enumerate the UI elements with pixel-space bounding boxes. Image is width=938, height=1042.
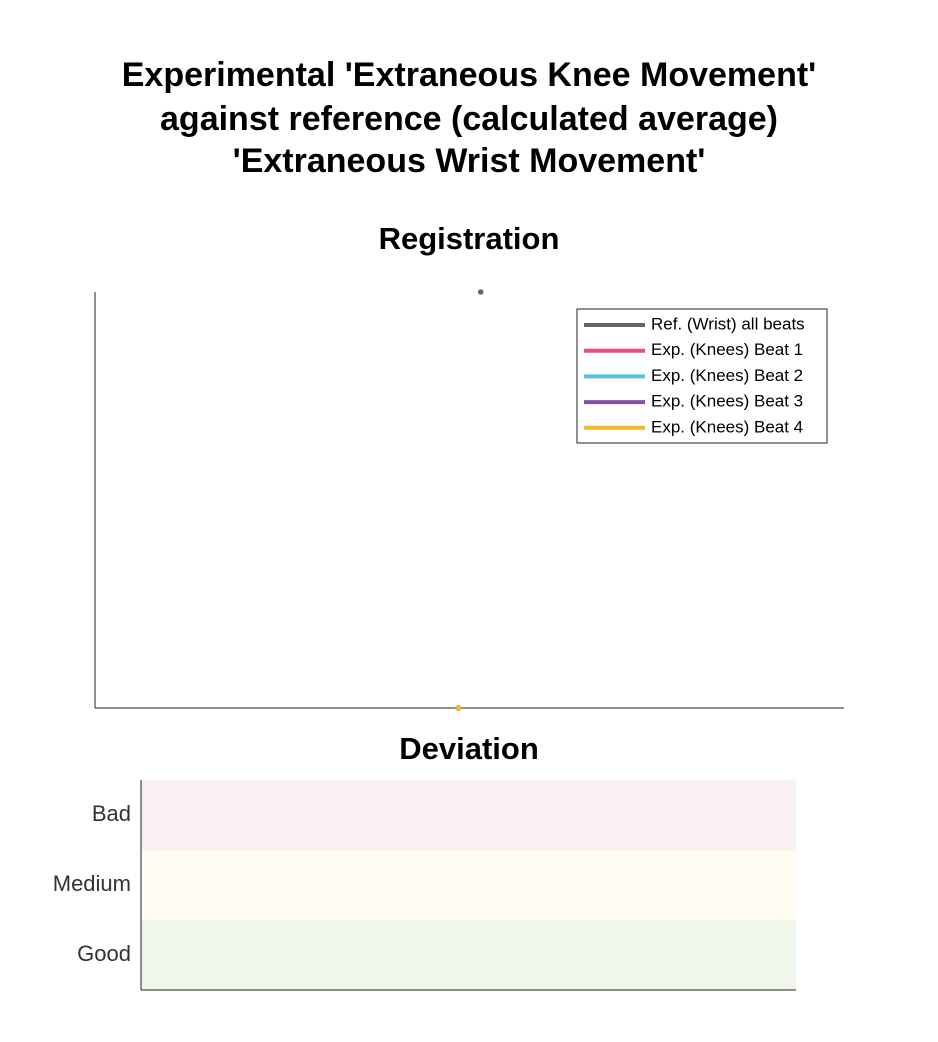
point: [455, 705, 462, 711]
legend-label: Exp. (Knees) Beat 1: [651, 340, 803, 359]
band: [141, 780, 796, 850]
legend-label: Exp. (Knees) Beat 2: [651, 366, 803, 385]
axes-title: Registration: [379, 221, 560, 256]
category-label: Bad: [92, 801, 131, 826]
figure-title: against reference (calculated average): [160, 100, 778, 138]
legend-label: Exp. (Knees) Beat 3: [651, 392, 803, 411]
band: [141, 920, 796, 990]
band: [141, 850, 796, 920]
legend-label: Exp. (Knees) Beat 4: [651, 417, 803, 436]
legend-label: Ref. (Wrist) all beats: [651, 314, 805, 333]
figure-title: 'Extraneous Wrist Movement': [233, 142, 706, 180]
category-label: Good: [77, 941, 131, 966]
axes-title: Deviation: [399, 731, 539, 766]
legend-box: [576, 308, 828, 444]
category-label: Medium: [53, 871, 131, 896]
point: [477, 289, 484, 295]
figure-title: Experimental 'Extraneous Knee Movement': [122, 56, 817, 94]
